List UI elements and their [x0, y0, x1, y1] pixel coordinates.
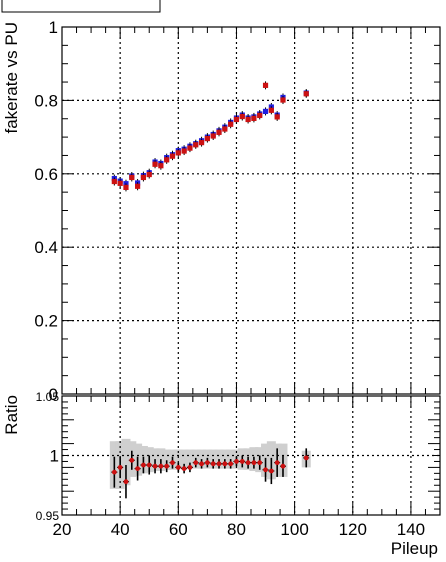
main-ytick-label: 0.2: [34, 312, 58, 331]
ratio-y-axis-label: Ratio: [2, 395, 21, 435]
ratio-point: [135, 466, 141, 471]
main-y-axis-label: fakerate vs PU: [2, 22, 21, 134]
main-ytick-label: 0.8: [34, 91, 58, 110]
x-axis-label: Pileup: [391, 539, 438, 558]
ratio-point: [268, 468, 274, 474]
main-ytick-label: 0.4: [34, 238, 58, 257]
ratio-ytick-label: 1.05: [36, 390, 60, 404]
ratio-point: [210, 461, 216, 467]
main-ytick-label: 1: [49, 18, 58, 37]
main-point-series2: [210, 133, 216, 139]
main-point-series2: [123, 184, 129, 190]
main-point-series2: [111, 178, 117, 185]
ratio-ytick-label: 1: [50, 447, 59, 466]
main-point-series2: [158, 163, 164, 169]
main-point-series2: [187, 145, 193, 151]
ratio-point: [274, 460, 280, 466]
ratio-point: [303, 455, 309, 461]
ratio-point: [199, 461, 204, 467]
ratio-point: [146, 462, 152, 468]
main-point-series2: [193, 142, 199, 148]
ratio-point: [193, 460, 199, 466]
main-point-series2: [233, 116, 240, 123]
main-ytick-label: 0.6: [34, 165, 58, 184]
main-point-series2: [181, 148, 187, 154]
ratio-point: [251, 460, 257, 466]
ratio-point: [257, 460, 263, 466]
ratio-point: [263, 467, 268, 473]
ratio-uncertainty-band: [162, 449, 172, 470]
x-tick-label: 20: [53, 520, 72, 539]
main-point-series2: [222, 126, 228, 132]
ratio-point: [222, 461, 228, 467]
ratio-point: [216, 461, 222, 467]
main-point-series2: [198, 140, 205, 146]
main-point-series2: [169, 153, 176, 159]
main-point-series2: [228, 121, 234, 127]
ratio-point: [181, 466, 187, 471]
x-tick-label: 100: [280, 520, 308, 539]
main-point-series2: [239, 113, 245, 120]
main-point-series2: [175, 150, 181, 156]
ratio-point: [280, 463, 286, 469]
ratio-plot-panel: 0.95 1 1.05 20 40 60 80 100 120 140: [36, 390, 441, 539]
main-point-series1: [262, 108, 269, 115]
ratio-point: [141, 462, 146, 468]
ratio-point: [204, 460, 210, 466]
ratio-point: [129, 457, 135, 463]
legend-box: [1, 0, 161, 13]
ratio-ytick-label: 0.95: [36, 509, 60, 523]
main-point-series2: [164, 157, 170, 163]
x-tick-label: 120: [339, 520, 367, 539]
main-point-series2: [245, 116, 251, 123]
ratio-point: [228, 461, 234, 467]
main-point-series2: [135, 183, 141, 189]
main-point-series2: [204, 135, 210, 142]
main-ytick-label: 0: [49, 385, 58, 404]
ratio-point: [175, 465, 181, 470]
x-tick-label: 140: [397, 520, 425, 539]
x-tick-label: 40: [111, 520, 130, 539]
ratio-uncertainty-band: [185, 449, 195, 469]
ratio-point: [164, 463, 170, 469]
ratio-point: [123, 479, 129, 485]
main-plot-panel: 0 0.2 0.4 0.6 0.8 1: [34, 18, 441, 404]
ratio-point: [111, 469, 117, 475]
main-point-series2: [262, 82, 269, 88]
main-point-series2: [152, 161, 158, 167]
ratio-point: [117, 465, 123, 470]
main-point-series2: [257, 112, 263, 119]
main-point-series2: [274, 114, 280, 120]
main-point-series2: [303, 91, 309, 97]
ratio-point: [152, 463, 158, 469]
main-point-series2: [117, 180, 123, 186]
main-point-series2: [216, 129, 222, 135]
x-tick-label: 60: [169, 520, 188, 539]
ratio-point: [239, 459, 245, 464]
main-point-series2: [129, 174, 135, 181]
main-frame: [61, 26, 441, 395]
ratio-uncertainty-band: [121, 438, 131, 486]
ratio-point: [170, 460, 175, 466]
ratio-point: [187, 465, 193, 470]
ratio-point: [245, 460, 251, 466]
main-point-series2: [268, 107, 274, 113]
ratio-uncertainty-band: [179, 449, 189, 469]
x-tick-label: 80: [227, 520, 246, 539]
main-point-series2: [140, 174, 147, 181]
ratio-uncertainty-band: [173, 449, 183, 469]
main-point-series2: [251, 115, 257, 121]
ratio-point: [158, 463, 164, 469]
main-point-series2: [146, 171, 152, 178]
ratio-point: [234, 459, 239, 464]
main-point-series2: [280, 97, 286, 103]
